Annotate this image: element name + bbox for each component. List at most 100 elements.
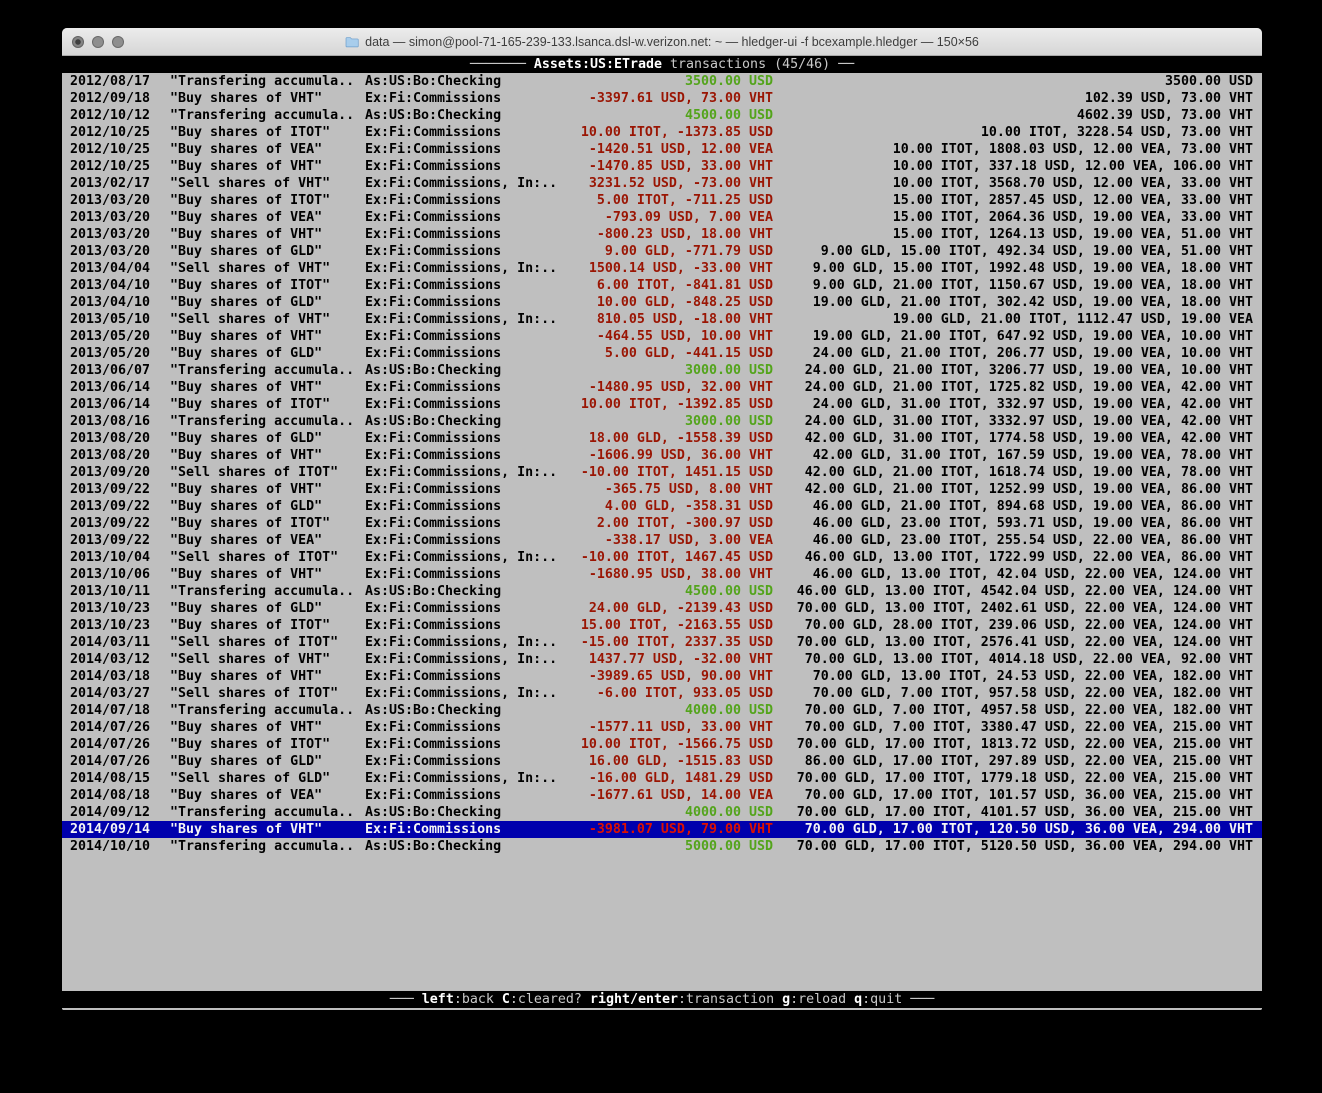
table-row[interactable]: 2013/09/22 "Buy shares of VEA" Ex:Fi:Commi… bbox=[62, 532, 1262, 549]
header-account-name: Assets:US:ETrade bbox=[533, 57, 662, 72]
row-account: Ex:Fi:Commissions bbox=[365, 533, 502, 548]
row-amount: 5000.00 USD bbox=[684, 839, 773, 854]
table-row[interactable]: 2013/08/16 "Transfering accumula.. As:US:B… bbox=[62, 413, 1262, 430]
table-row[interactable]: 2014/10/10 "Transfering accumula.. As:US:B… bbox=[62, 838, 1262, 855]
table-row[interactable]: 2012/10/12 "Transfering accumula.. As:US:B… bbox=[62, 107, 1262, 124]
table-row-selected[interactable]: 2014/09/14 "Buy shares of VHT" Ex:Fi:Commi… bbox=[62, 821, 1262, 838]
table-row[interactable]: 2012/10/25 "Buy shares of VHT" Ex:Fi:Commi… bbox=[62, 158, 1262, 175]
row-date: 2013/09/20 bbox=[70, 465, 151, 480]
table-row[interactable]: 2013/10/23 "Buy shares of ITOT" Ex:Fi:Comm… bbox=[62, 617, 1262, 634]
table-row[interactable]: 2014/07/26 "Buy shares of ITOT" Ex:Fi:Comm… bbox=[62, 736, 1262, 753]
row-date: 2014/03/27 bbox=[70, 686, 151, 701]
table-row[interactable]: 2012/10/25 "Buy shares of ITOT" Ex:Fi:Comm… bbox=[62, 124, 1262, 141]
table-row[interactable]: 2013/04/10 "Buy shares of ITOT" Ex:Fi:Comm… bbox=[62, 277, 1262, 294]
row-date: 2013/03/20 bbox=[70, 244, 151, 259]
row-account: Ex:Fi:Commissions, In:.. bbox=[365, 652, 557, 667]
table-row[interactable]: 2013/08/20 "Buy shares of VHT" Ex:Fi:Commi… bbox=[62, 447, 1262, 464]
table-row[interactable]: 2013/08/20 "Buy shares of GLD" Ex:Fi:Commi… bbox=[62, 430, 1262, 447]
row-description: "Buy shares of VHT" bbox=[170, 567, 323, 582]
table-row[interactable]: 2014/03/11 "Sell shares of ITOT" Ex:Fi:Com… bbox=[62, 634, 1262, 651]
table-row[interactable]: 2013/10/06 "Buy shares of VHT" Ex:Fi:Commi… bbox=[62, 566, 1262, 583]
table-row[interactable]: 2013/02/17 "Sell shares of VHT" Ex:Fi:Comm… bbox=[62, 175, 1262, 192]
table-row[interactable]: 2013/03/20 "Buy shares of VEA" Ex:Fi:Commi… bbox=[62, 209, 1262, 226]
table-row[interactable]: 2014/07/26 "Buy shares of VHT" Ex:Fi:Commi… bbox=[62, 719, 1262, 736]
row-description: "Transfering accumula.. bbox=[170, 805, 355, 820]
row-account: Ex:Fi:Commissions, In:.. bbox=[365, 635, 557, 650]
table-row[interactable]: 2013/05/10 "Sell shares of VHT" Ex:Fi:Comm… bbox=[62, 311, 1262, 328]
table-row[interactable]: 2014/03/18 "Buy shares of VHT" Ex:Fi:Commi… bbox=[62, 668, 1262, 685]
hint-description: :transaction bbox=[678, 992, 783, 1007]
table-row[interactable]: 2012/08/17 "Transfering accumula.. As:US:B… bbox=[62, 73, 1262, 90]
row-date: 2014/07/26 bbox=[70, 720, 151, 735]
row-account: Ex:Fi:Commissions bbox=[365, 142, 502, 157]
table-row[interactable]: 2013/09/22 "Buy shares of GLD" Ex:Fi:Commi… bbox=[62, 498, 1262, 515]
table-row[interactable]: 2013/06/07 "Transfering accumula.. As:US:B… bbox=[62, 362, 1262, 379]
row-amount: -1480.95 USD, 32.00 VHT bbox=[588, 380, 773, 395]
row-date: 2013/04/04 bbox=[70, 261, 151, 276]
table-row[interactable]: 2014/09/12 "Transfering accumula.. As:US:B… bbox=[62, 804, 1262, 821]
row-balance: 46.00 GLD, 13.00 ITOT, 1722.99 USD, 22.0… bbox=[804, 550, 1253, 565]
row-amount: 4500.00 USD bbox=[684, 108, 773, 123]
table-row[interactable]: 2013/03/20 "Buy shares of VHT" Ex:Fi:Commi… bbox=[62, 226, 1262, 243]
row-amount: 10.00 ITOT, -1566.75 USD bbox=[580, 737, 773, 752]
table-row[interactable]: 2013/03/20 "Buy shares of GLD" Ex:Fi:Commi… bbox=[62, 243, 1262, 260]
table-row[interactable]: 2013/09/20 "Sell shares of ITOT" Ex:Fi:Com… bbox=[62, 464, 1262, 481]
table-row[interactable]: 2013/06/14 "Buy shares of VHT" Ex:Fi:Commi… bbox=[62, 379, 1262, 396]
table-row[interactable]: 2014/07/26 "Buy shares of GLD" Ex:Fi:Commi… bbox=[62, 753, 1262, 770]
table-row[interactable]: 2013/04/04 "Sell shares of VHT" Ex:Fi:Comm… bbox=[62, 260, 1262, 277]
row-balance: 42.00 GLD, 31.00 ITOT, 1774.58 USD, 19.0… bbox=[804, 431, 1253, 446]
table-row[interactable]: 2013/10/11 "Transfering accumula.. As:US:B… bbox=[62, 583, 1262, 600]
row-account: As:US:Bo:Checking bbox=[365, 805, 502, 820]
row-balance: 102.39 USD, 73.00 VHT bbox=[1084, 91, 1253, 106]
table-row[interactable]: 2012/09/18 "Buy shares of VHT" Ex:Fi:Commi… bbox=[62, 90, 1262, 107]
minimize-button[interactable] bbox=[92, 36, 104, 48]
row-account: Ex:Fi:Commissions, In:.. bbox=[365, 550, 557, 565]
table-row[interactable]: 2014/08/15 "Sell shares of GLD" Ex:Fi:Comm… bbox=[62, 770, 1262, 787]
table-row[interactable]: 2013/09/22 "Buy shares of VHT" Ex:Fi:Commi… bbox=[62, 481, 1262, 498]
table-row[interactable]: 2013/05/20 "Buy shares of VHT" Ex:Fi:Commi… bbox=[62, 328, 1262, 345]
row-amount: -1577.11 USD, 33.00 VHT bbox=[588, 720, 773, 735]
row-account: Ex:Fi:Commissions bbox=[365, 516, 502, 531]
row-description: "Buy shares of VHT" bbox=[170, 329, 323, 344]
row-date: 2012/08/17 bbox=[70, 74, 151, 89]
row-date: 2013/10/04 bbox=[70, 550, 151, 565]
row-account: Ex:Fi:Commissions bbox=[365, 244, 502, 259]
table-row[interactable]: 2014/08/18 "Buy shares of VEA" Ex:Fi:Commi… bbox=[62, 787, 1262, 804]
row-amount: -365.75 USD, 8.00 VHT bbox=[604, 482, 773, 497]
row-description: "Sell shares of ITOT" bbox=[170, 465, 339, 480]
row-description: "Buy shares of GLD" bbox=[170, 754, 323, 769]
zoom-button[interactable] bbox=[112, 36, 124, 48]
table-row[interactable]: 2014/03/27 "Sell shares of ITOT" Ex:Fi:Com… bbox=[62, 685, 1262, 702]
row-balance: 10.00 ITOT, 1808.03 USD, 12.00 VEA, 73.0… bbox=[892, 142, 1253, 157]
table-row[interactable]: 2012/10/25 "Buy shares of VEA" Ex:Fi:Commi… bbox=[62, 141, 1262, 158]
row-description: "Sell shares of ITOT" bbox=[170, 686, 339, 701]
table-row[interactable]: 2013/04/10 "Buy shares of GLD" Ex:Fi:Commi… bbox=[62, 294, 1262, 311]
row-amount: -6.00 ITOT, 933.05 USD bbox=[596, 686, 773, 701]
hint-description: :reload bbox=[790, 992, 855, 1007]
row-date: 2013/10/23 bbox=[70, 618, 151, 633]
table-row[interactable]: 2013/09/22 "Buy shares of ITOT" Ex:Fi:Comm… bbox=[62, 515, 1262, 532]
table-row[interactable]: 2014/07/18 "Transfering accumula.. As:US:B… bbox=[62, 702, 1262, 719]
row-amount: -1420.51 USD, 12.00 VEA bbox=[588, 142, 773, 157]
table-row[interactable]: 2013/03/20 "Buy shares of ITOT" Ex:Fi:Comm… bbox=[62, 192, 1262, 209]
row-balance: 70.00 GLD, 17.00 ITOT, 1779.18 USD, 22.0… bbox=[796, 771, 1253, 786]
row-date: 2013/06/14 bbox=[70, 397, 151, 412]
row-amount: 6.00 ITOT, -841.81 USD bbox=[596, 278, 773, 293]
row-balance: 42.00 GLD, 31.00 ITOT, 167.59 USD, 19.00… bbox=[812, 448, 1253, 463]
table-row[interactable]: 2013/06/14 "Buy shares of ITOT" Ex:Fi:Comm… bbox=[62, 396, 1262, 413]
row-account: Ex:Fi:Commissions bbox=[365, 91, 502, 106]
row-date: 2014/10/10 bbox=[70, 839, 151, 854]
close-button[interactable] bbox=[72, 36, 84, 48]
table-row[interactable]: 2013/10/04 "Sell shares of ITOT" Ex:Fi:Com… bbox=[62, 549, 1262, 566]
row-date: 2013/03/20 bbox=[70, 227, 151, 242]
row-account: As:US:Bo:Checking bbox=[365, 414, 502, 429]
table-row[interactable]: 2013/05/20 "Buy shares of GLD" Ex:Fi:Commi… bbox=[62, 345, 1262, 362]
table-row[interactable]: 2014/03/12 "Sell shares of VHT" Ex:Fi:Comm… bbox=[62, 651, 1262, 668]
table-row[interactable]: 2013/10/23 "Buy shares of GLD" Ex:Fi:Commi… bbox=[62, 600, 1262, 617]
terminal-window: data — simon@pool-71-165-239-133.lsanca.… bbox=[62, 28, 1262, 1010]
row-date: 2013/03/20 bbox=[70, 193, 151, 208]
row-balance: 70.00 GLD, 13.00 ITOT, 2576.41 USD, 22.0… bbox=[796, 635, 1253, 650]
row-account: As:US:Bo:Checking bbox=[365, 363, 502, 378]
row-description: "Buy shares of ITOT" bbox=[170, 397, 331, 412]
row-description: "Transfering accumula.. bbox=[170, 703, 355, 718]
